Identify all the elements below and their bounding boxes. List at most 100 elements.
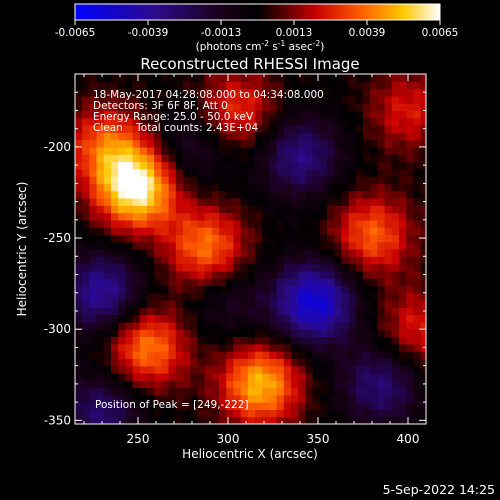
- heatmap-cell: [247, 416, 256, 424]
- heatmap-cell: [391, 125, 400, 133]
- heatmap-cell: [420, 365, 426, 374]
- heatmap-cell: [247, 380, 256, 389]
- heatmap-cell: [384, 161, 393, 170]
- heatmap-cell: [89, 416, 98, 424]
- heatmap-cell: [240, 176, 249, 184]
- heatmap-cell: [413, 132, 422, 141]
- heatmap-cell: [312, 336, 321, 345]
- heatmap-cell: [175, 278, 184, 287]
- heatmap-cell: [406, 234, 414, 243]
- heatmap-cell: [161, 219, 170, 228]
- heatmap-cell: [168, 154, 177, 163]
- heatmap-cell: [168, 343, 177, 352]
- heatmap-cell: [183, 103, 191, 112]
- heatmap-cell: [262, 329, 270, 338]
- heatmap-cell: [103, 394, 112, 403]
- heatmap-cell: [132, 372, 141, 381]
- heatmap-cell: [226, 146, 234, 155]
- heatmap-cell: [139, 380, 148, 389]
- heatmap-cell: [183, 263, 191, 272]
- heatmap-cell: [377, 351, 386, 359]
- heatmap-cell: [406, 300, 414, 308]
- heatmap-cell: [147, 336, 155, 345]
- heatmap-cell: [348, 372, 357, 381]
- heatmap-cell: [233, 241, 242, 250]
- heatmap-cell: [154, 161, 162, 170]
- heatmap-cell: [175, 234, 184, 243]
- heatmap-cell: [204, 219, 213, 228]
- heatmap-cell: [132, 117, 141, 126]
- heatmap-cell: [370, 205, 378, 214]
- heatmap-cell: [82, 190, 90, 199]
- heatmap-cell: [298, 125, 306, 133]
- heatmap-cell: [377, 314, 386, 323]
- heatmap-cell: [175, 249, 184, 257]
- heatmap-cell: [197, 351, 206, 359]
- heatmap-cell: [89, 183, 98, 192]
- heatmap-cell: [355, 285, 364, 294]
- heatmap-cell: [111, 117, 119, 126]
- heatmap-cell: [183, 314, 191, 323]
- heatmap-cell: [312, 270, 321, 279]
- heatmap-cell: [89, 343, 98, 352]
- heatmap-cell: [233, 358, 242, 367]
- heatmap-cell: [341, 176, 350, 184]
- heatmap-cell: [75, 394, 83, 403]
- heatmap-cell: [319, 241, 328, 250]
- heatmap-cell: [420, 110, 426, 119]
- heatmap-cell: [125, 402, 134, 411]
- heatmap-cell: [139, 95, 148, 104]
- heatmap-cell: [240, 154, 249, 163]
- heatmap-cell: [269, 176, 278, 184]
- heatmap-cell: [413, 81, 422, 90]
- heatmap-cell: [276, 314, 285, 323]
- heatmap-cell: [175, 292, 184, 301]
- heatmap-cell: [334, 278, 342, 287]
- heatmap-cell: [399, 125, 407, 133]
- heatmap-cell: [125, 321, 134, 330]
- heatmap-cell: [204, 197, 213, 206]
- heatmap-cell: [183, 190, 191, 199]
- heatmap-cell: [118, 103, 126, 112]
- heatmap-cell: [391, 139, 400, 148]
- heatmap-cell: [363, 103, 371, 112]
- heatmap-cell: [118, 117, 126, 126]
- heatmap-cell: [132, 307, 141, 316]
- heatmap-cell: [168, 249, 177, 257]
- heatmap-cell: [219, 81, 227, 90]
- heatmap-cell: [269, 241, 278, 250]
- heatmap-cell: [168, 205, 177, 214]
- heatmap-cell: [103, 227, 112, 236]
- heatmap-cell: [96, 219, 105, 228]
- heatmap-cell: [139, 161, 148, 170]
- heatmap-cell: [363, 263, 371, 272]
- heatmap-cell: [103, 190, 112, 199]
- heatmap-cell: [269, 168, 278, 177]
- heatmap-cell: [111, 183, 119, 192]
- heatmap-cell: [355, 227, 364, 236]
- heatmap-cell: [111, 190, 119, 199]
- heatmap-cell: [103, 249, 112, 257]
- heatmap-cell: [211, 380, 220, 389]
- heatmap-cell: [240, 249, 249, 257]
- heatmap-cell: [399, 190, 407, 199]
- heatmap-cell: [168, 321, 177, 330]
- heatmap-cell: [247, 227, 256, 236]
- heatmap-cell: [391, 74, 400, 82]
- heatmap-cell: [319, 278, 328, 287]
- heatmap-cell: [139, 183, 148, 192]
- heatmap-cell: [154, 117, 162, 126]
- heatmap-cell: [240, 402, 249, 411]
- heatmap-cell: [406, 314, 414, 323]
- heatmap-cell: [370, 176, 378, 184]
- heatmap-cell: [283, 263, 292, 272]
- heatmap-cell: [89, 125, 98, 133]
- heatmap-cell: [391, 300, 400, 308]
- heatmap-cell: [204, 146, 213, 155]
- heatmap-cell: [269, 212, 278, 221]
- heatmap-cell: [154, 168, 162, 177]
- heatmap-cell: [219, 365, 227, 374]
- heatmap-cell: [319, 227, 328, 236]
- heatmap-cell: [75, 146, 83, 155]
- heatmap-cell: [255, 300, 263, 308]
